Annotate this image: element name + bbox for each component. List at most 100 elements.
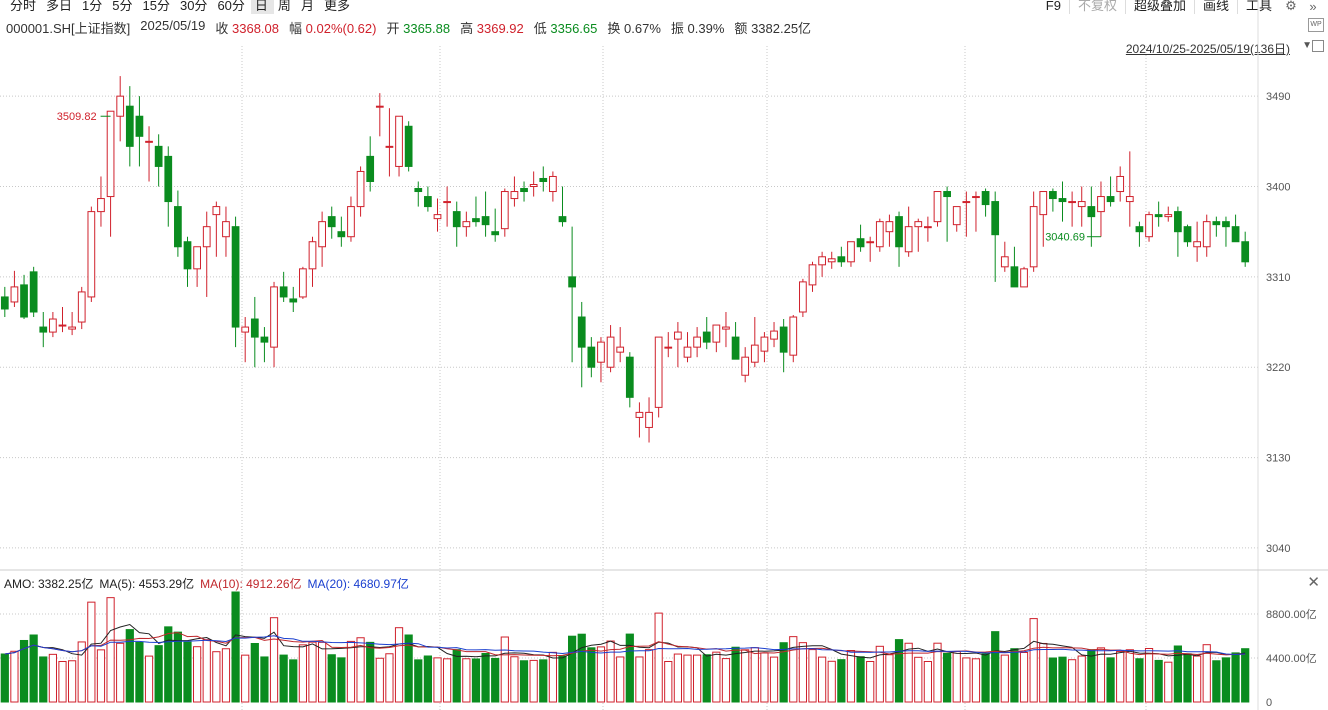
volume-bar bbox=[433, 657, 442, 703]
candle-body bbox=[164, 155, 173, 203]
tab-10[interactable]: 更多 bbox=[323, 0, 350, 13]
candle-body bbox=[645, 411, 653, 428]
candle-body bbox=[375, 105, 384, 108]
tab-8[interactable]: 周 bbox=[277, 0, 291, 13]
volume-bar bbox=[673, 653, 682, 703]
volume-bar bbox=[1096, 647, 1106, 703]
tab-1[interactable]: 多日 bbox=[46, 0, 73, 13]
candle-body bbox=[952, 206, 961, 226]
adjust-button[interactable]: 不复权 bbox=[1068, 0, 1125, 14]
price-tick-label: 3490 bbox=[1266, 91, 1290, 103]
volume-bar bbox=[952, 651, 961, 703]
settings-gear-icon[interactable]: ⚙ bbox=[1285, 0, 1297, 13]
volume-tick-label: 0 bbox=[1266, 697, 1272, 709]
candle-body bbox=[125, 105, 134, 147]
candle-body bbox=[58, 324, 67, 327]
tab-3[interactable]: 5分 bbox=[112, 0, 133, 13]
volume-bar bbox=[548, 651, 557, 703]
tab-0[interactable]: 分时 bbox=[10, 0, 37, 13]
volume-bar bbox=[327, 654, 336, 703]
watermark-icon[interactable]: WP bbox=[1308, 18, 1324, 32]
candle-body bbox=[875, 221, 884, 248]
candle-body bbox=[568, 276, 576, 288]
candle-body bbox=[231, 226, 240, 328]
volume-bar bbox=[19, 639, 29, 703]
volume-bar bbox=[58, 661, 67, 703]
volume-bar bbox=[212, 651, 221, 703]
candle-body bbox=[1068, 201, 1076, 204]
change-field: 幅 0.02%(0.62) bbox=[289, 21, 377, 36]
candle-body bbox=[193, 246, 201, 270]
tab-5[interactable]: 30分 bbox=[179, 0, 208, 13]
candle-body bbox=[68, 326, 76, 330]
volume-bar bbox=[875, 645, 884, 703]
candle-body bbox=[1029, 206, 1038, 268]
volume-bar bbox=[933, 642, 942, 703]
candle-body bbox=[135, 115, 144, 137]
tab-9[interactable]: 月 bbox=[300, 0, 314, 13]
volume-bar bbox=[943, 652, 952, 703]
candle-body bbox=[202, 226, 211, 248]
amo-label: AMO: 3382.25亿 bbox=[4, 577, 94, 591]
close-field: 收 3368.08 bbox=[215, 21, 279, 36]
overlay-button[interactable]: 超级叠加 bbox=[1124, 0, 1194, 14]
tools-button[interactable]: 工具 bbox=[1236, 0, 1280, 14]
volume-bar bbox=[462, 658, 471, 703]
volume-bar bbox=[471, 658, 481, 703]
candle-body bbox=[337, 231, 346, 238]
candle-body bbox=[1020, 268, 1028, 288]
volume-bar bbox=[394, 627, 404, 703]
close-volume-panel-icon[interactable]: ✕ bbox=[1307, 574, 1320, 591]
candle-body bbox=[924, 226, 932, 229]
range-dropdown-icon[interactable]: ▼ bbox=[1302, 40, 1312, 51]
volume-bar bbox=[298, 644, 307, 703]
double-chevron-right-icon[interactable]: » bbox=[1309, 0, 1317, 14]
candle-body bbox=[241, 326, 250, 333]
volume-bar bbox=[164, 626, 173, 703]
candle-body bbox=[385, 145, 394, 148]
candle-body bbox=[664, 346, 673, 349]
volume-bar bbox=[1068, 659, 1077, 703]
volume-bar bbox=[644, 649, 654, 703]
candle-body bbox=[154, 145, 163, 167]
candle-body bbox=[270, 286, 278, 348]
f9-button[interactable]: F9 bbox=[1045, 0, 1061, 13]
tab-4[interactable]: 15分 bbox=[142, 0, 170, 13]
volume-bar bbox=[385, 653, 394, 703]
volume-bar bbox=[971, 658, 981, 703]
candle-body bbox=[549, 175, 557, 193]
price-tick-label: 3400 bbox=[1266, 182, 1290, 194]
candle-body bbox=[1097, 196, 1105, 213]
volume-bar bbox=[337, 657, 346, 703]
date-range-link[interactable]: 2024/10/25-2025/05/19(136日) bbox=[1125, 42, 1290, 56]
candle-body bbox=[39, 326, 48, 333]
grid-toggle-icon[interactable] bbox=[1312, 40, 1324, 52]
price-tick-label: 3130 bbox=[1266, 453, 1290, 465]
candle-body bbox=[1164, 214, 1173, 218]
candle-body bbox=[606, 336, 615, 368]
security-code: 000001.SH[上证指数] bbox=[6, 21, 131, 36]
volume-bar bbox=[577, 633, 586, 703]
volume-bar bbox=[539, 659, 548, 703]
quote-date: 2025/05/19 bbox=[140, 18, 206, 33]
tab-7[interactable]: 日 bbox=[250, 0, 274, 14]
ma20-line bbox=[4, 635, 1246, 656]
volume-bar bbox=[558, 655, 567, 703]
tab-2[interactable]: 1分 bbox=[82, 0, 103, 13]
volume-bar bbox=[1010, 648, 1019, 703]
volume-bar bbox=[962, 657, 971, 703]
candle-body bbox=[847, 241, 855, 263]
candle-body bbox=[356, 170, 365, 208]
tab-6[interactable]: 60分 bbox=[217, 0, 245, 13]
candle-body bbox=[97, 198, 105, 213]
candle-body bbox=[674, 331, 682, 340]
draw-line-button[interactable]: 画线 bbox=[1193, 0, 1237, 14]
volume-bar bbox=[96, 649, 106, 703]
volume-bar bbox=[1106, 657, 1115, 703]
high-field: 高 3369.92 bbox=[460, 21, 524, 36]
volume-bar bbox=[116, 642, 125, 703]
candle-body bbox=[558, 216, 567, 223]
candle-body bbox=[347, 206, 355, 238]
volume-legend: AMO: 3382.25亿 MA(5): 4553.29亿 MA(10): 49… bbox=[4, 575, 409, 592]
